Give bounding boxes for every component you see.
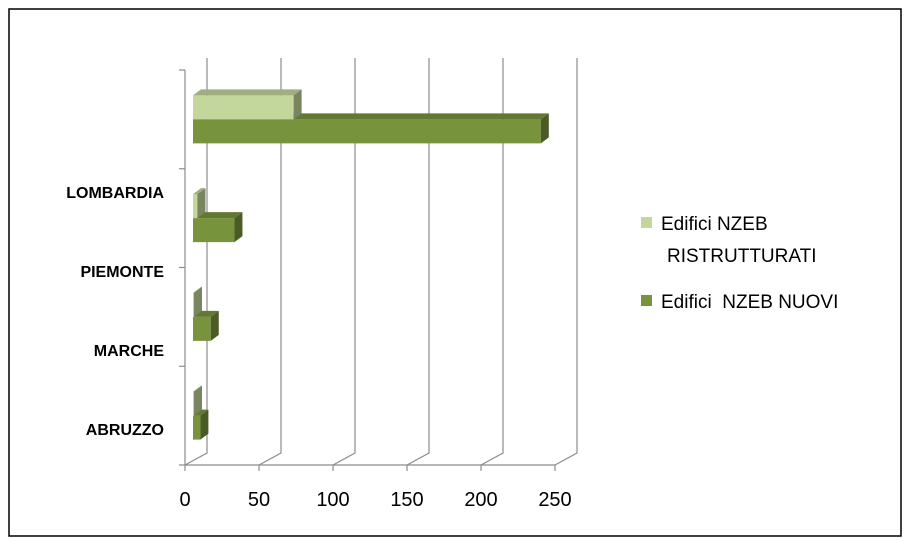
category-label-lombardia: LOMBARDIA	[66, 185, 164, 202]
legend-label-nuovi: Edifici NZEB NUOVI	[661, 292, 838, 313]
bar-top-abruzzo-1	[193, 385, 202, 392]
bar-front-lombardia-1	[193, 95, 294, 120]
bar-front-abruzzo-1	[193, 391, 194, 416]
x-tick-label-250: 250	[538, 489, 571, 511]
bar-front-piemonte-0	[193, 218, 235, 243]
bar-lombardia-series-0	[193, 113, 549, 144]
bar-abruzzo-series-0	[193, 409, 209, 440]
bar-side-piemonte-0	[234, 212, 243, 243]
bar-front-marche-0	[193, 316, 211, 341]
gridline-250	[554, 58, 578, 466]
bar-front-piemonte-1	[193, 194, 198, 219]
legend-label-ristrutturati-line2: RISTRUTTURATI	[667, 246, 817, 267]
chart-border	[8, 8, 902, 537]
axes	[179, 69, 556, 471]
bar-piemonte-series-1	[193, 188, 206, 219]
bar-side-lombardia-0	[540, 113, 549, 144]
bar-marche-series-1	[193, 286, 202, 317]
bar-top-lombardia-1	[193, 89, 302, 96]
bar-side-marche-1	[194, 286, 202, 317]
bars	[193, 89, 549, 440]
bar-side-abruzzo-0	[200, 409, 209, 440]
bar-marche-series-0	[193, 310, 219, 341]
legend-swatch-ristrutturati	[641, 217, 652, 228]
gridlines	[184, 58, 578, 466]
bar-front-marche-1	[193, 292, 194, 317]
category-label-abruzzo: ABRUZZO	[86, 422, 164, 439]
bar-front-lombardia-0	[193, 119, 541, 144]
x-tick-label-0: 0	[179, 489, 190, 511]
bar-top-abruzzo-0	[193, 409, 209, 416]
bar-top-marche-1	[193, 286, 202, 293]
legend-swatch-nuovi	[641, 295, 652, 306]
legend-label-ristrutturati-line1: Edifici NZEB	[661, 214, 768, 235]
x-tick-label-150: 150	[390, 489, 423, 511]
bar-top-piemonte-0	[193, 212, 243, 219]
x-tick-labels: 0 50 100 150 200 250	[179, 489, 571, 511]
gridline-50	[258, 58, 282, 466]
bar-side-lombardia-1	[293, 89, 302, 120]
gridline-100	[332, 58, 356, 466]
x-tick-label-50: 50	[248, 489, 270, 511]
gridline-150	[406, 58, 430, 466]
category-labels: ABRUZZO MARCHE PIEMONTE LOMBARDIA	[66, 185, 164, 439]
bar-side-piemonte-1	[197, 188, 206, 219]
x-tick-label-200: 200	[464, 489, 497, 511]
category-label-marche: MARCHE	[94, 343, 165, 360]
bar-abruzzo-series-1	[193, 385, 202, 416]
legend: Edifici NZEB RISTRUTTURATI Edifici NZEB …	[641, 214, 838, 313]
bar-side-abruzzo-1	[194, 385, 202, 416]
bar-lombardia-series-1	[193, 89, 302, 120]
bar-side-marche-0	[210, 310, 219, 341]
gridline-200	[480, 58, 504, 466]
bar-piemonte-series-0	[193, 212, 243, 243]
x-tick-label-100: 100	[316, 489, 349, 511]
gridline-0	[184, 58, 208, 466]
bar-top-piemonte-1	[193, 188, 206, 195]
bar-front-abruzzo-0	[193, 415, 201, 440]
category-label-piemonte: PIEMONTE	[80, 264, 164, 281]
